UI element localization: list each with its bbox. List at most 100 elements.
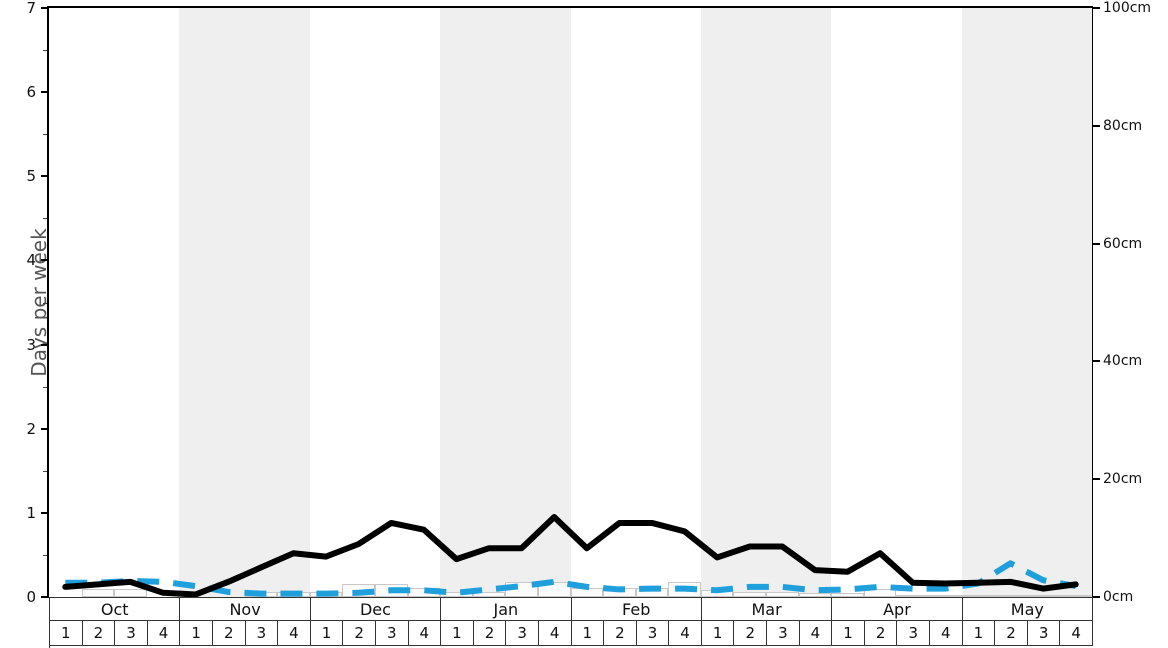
snowfall-bar — [896, 595, 930, 597]
y-tick-minor-left — [43, 386, 48, 388]
week-label: 3 — [115, 620, 148, 646]
y-tick-label-right: 100cm — [1103, 0, 1152, 16]
y-tick-right — [1093, 478, 1100, 481]
month-label-mar: Mar — [701, 597, 833, 620]
series-lines — [62, 514, 1079, 598]
month-label-dec: Dec — [310, 597, 442, 620]
week-label: 3 — [636, 620, 670, 646]
week-label: 3 — [375, 620, 409, 646]
week-label: 4 — [538, 620, 572, 646]
y-tick-right — [1093, 242, 1100, 245]
week-label: 4 — [278, 620, 311, 646]
week-label: 4 — [1060, 620, 1093, 646]
month-label-jan: Jan — [441, 597, 572, 620]
y-tick-label-left: 2 — [26, 419, 36, 438]
snowfall-bar — [831, 593, 864, 597]
month-label-nov: Nov — [180, 597, 311, 620]
week-label: 3 — [1027, 620, 1061, 646]
week-label: 3 — [897, 620, 931, 646]
snowfall-bar — [929, 595, 962, 597]
week-label: 4 — [147, 620, 181, 646]
y-tick-minor-left — [43, 302, 48, 304]
snowfall-bar — [733, 592, 767, 597]
week-label: 2 — [212, 620, 246, 646]
snowfall-bar — [472, 592, 506, 597]
y-tick-label-right: 60cm — [1103, 235, 1143, 252]
month-label-apr: Apr — [832, 597, 963, 620]
snowfall-bar — [440, 592, 473, 597]
week-label: 4 — [669, 620, 702, 646]
y-tick-left — [41, 511, 48, 514]
y-tick-label-right: 80cm — [1103, 117, 1143, 134]
snow-days-line — [62, 514, 1079, 598]
month-band-mar — [700, 8, 832, 597]
week-label: 1 — [962, 620, 996, 646]
snowfall-bar — [81, 588, 115, 597]
snowfall-trend-line — [65, 560, 1077, 597]
plot-area — [49, 8, 1092, 598]
y-tick-left — [41, 7, 48, 9]
week-label: 4 — [930, 620, 963, 646]
week-label: 2 — [864, 620, 898, 646]
y-tick-right — [1093, 360, 1100, 363]
snowfall-bar — [114, 588, 147, 597]
y-tick-label-left: 3 — [26, 335, 36, 354]
y-tick-label-left: 6 — [26, 83, 36, 102]
y-tick-minor-left — [43, 554, 48, 556]
month-band-may — [961, 8, 1092, 597]
snowfall-bar — [798, 593, 832, 597]
week-label: 1 — [571, 620, 605, 646]
snowfall-bar — [1059, 594, 1092, 597]
y-tick-label-right: 20cm — [1103, 471, 1143, 488]
plot-frame-top — [49, 6, 1093, 9]
y-tick-left — [41, 259, 48, 262]
y-tick-left — [41, 343, 48, 346]
week-label: 2 — [734, 620, 768, 646]
week-label: 2 — [995, 620, 1028, 646]
month-label-oct: Oct — [50, 597, 181, 620]
y-tick-label-right: 0cm — [1103, 589, 1134, 605]
y-tick-left — [41, 427, 48, 430]
y-tick-minor-left — [43, 50, 48, 52]
snowfall-bar — [994, 594, 1027, 597]
week-label: 1 — [50, 620, 83, 646]
y-tick-label-left: 1 — [26, 503, 36, 522]
snowfall-bar — [961, 594, 995, 597]
y-tick-left — [41, 596, 48, 598]
week-label: 1 — [441, 620, 474, 646]
snowfall-bar — [537, 582, 571, 597]
week-label: 4 — [799, 620, 833, 646]
week-label: 4 — [408, 620, 442, 646]
y-tick-label-left: 0 — [26, 588, 36, 606]
week-label: 1 — [832, 620, 865, 646]
week-label: 3 — [245, 620, 279, 646]
plot-frame-left — [47, 6, 50, 598]
y-tick-label-left: 5 — [26, 167, 36, 186]
snowfall-bar — [766, 592, 799, 597]
y-tick-left — [41, 91, 48, 94]
month-label-feb: Feb — [571, 597, 702, 620]
y-tick-label-left: 4 — [26, 251, 36, 270]
month-band-jan — [440, 8, 571, 597]
week-label: 2 — [343, 620, 376, 646]
month-axis-row: Oct Nov Dec Jan Feb Mar Apr May — [49, 597, 1093, 620]
week-label: 1 — [310, 620, 344, 646]
y-tick-left — [41, 175, 48, 178]
y-tick-right — [1093, 124, 1100, 127]
y-tick-label-left: 7 — [26, 0, 36, 17]
week-label: 3 — [767, 620, 800, 646]
month-label-may: May — [962, 597, 1093, 620]
week-label: 2 — [82, 620, 116, 646]
week-label: 2 — [604, 620, 637, 646]
week-label: 1 — [701, 620, 735, 646]
month-band-nov — [179, 8, 310, 597]
y-tick-right — [1093, 7, 1100, 9]
y-tick-right — [1093, 596, 1100, 598]
y-tick-minor-left — [43, 134, 48, 136]
week-label: 2 — [473, 620, 507, 646]
snowfall-bar — [863, 588, 897, 597]
week-label: 3 — [506, 620, 539, 646]
week-label: 1 — [180, 620, 213, 646]
